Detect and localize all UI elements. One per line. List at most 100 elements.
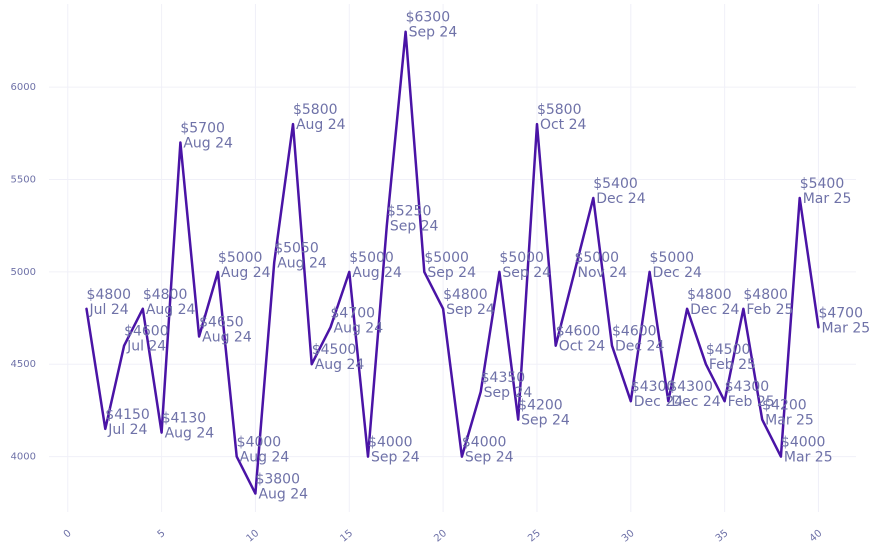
data-label-date: Aug 24 [221,265,271,281]
data-label-price: $4600 [124,324,169,340]
data-label-price: $4700 [818,305,863,321]
data-label-price: $4700 [331,305,376,321]
data-label-date: Aug 24 [352,265,402,281]
data-label-price: $4000 [462,435,507,451]
data-label-date: Jul 24 [107,422,147,438]
data-label-date: Mar 25 [765,413,814,429]
data-label-date: Feb 25 [728,394,775,410]
data-label-price: $4300 [631,379,676,395]
data-label-date: Sep 24 [446,302,495,318]
data-label-price: $4000 [368,435,413,451]
data-label-price: $5000 [424,250,469,266]
x-tick-label: 5 [156,528,168,541]
data-label-date: Jul 24 [126,339,166,355]
data-label-price: $5400 [593,176,638,192]
data-label-date: Oct 24 [559,339,606,355]
data-label-date: Sep 24 [427,265,476,281]
data-label-price: $4350 [481,370,526,386]
data-label-price: $4000 [237,435,282,451]
data-label-date: Dec 24 [653,265,702,281]
x-tick-label: 40 [808,528,825,545]
x-tick-label: 10 [245,528,262,545]
data-label-price: $4000 [781,435,826,451]
data-label-price: $5000 [650,250,695,266]
data-label-date: Sep 24 [390,219,439,235]
x-tick-label: 0 [62,528,74,541]
data-label-date: Aug 24 [315,357,365,373]
data-label-date: Sep 24 [371,450,420,466]
data-label-date: Feb 25 [746,302,793,318]
data-label-date: Aug 24 [334,320,384,336]
data-label-date: Aug 24 [240,450,290,466]
data-label-date: Sep 24 [521,413,570,429]
data-label-date: Aug 24 [183,136,233,152]
y-tick-label: 5000 [11,267,36,278]
grid-layer [49,4,856,512]
data-label-date: Dec 24 [671,394,720,410]
price-line [85,30,820,495]
y-tick-label: 6000 [11,82,36,93]
data-label-date: Dec 24 [596,191,645,207]
data-label-date: Sep 24 [502,265,551,281]
x-tick-label: 15 [338,528,355,545]
data-label-date: Aug 24 [296,117,346,133]
data-label-date: Sep 24 [465,450,514,466]
y-tick-label: 4000 [11,452,36,463]
data-label-price: $4500 [312,342,357,358]
data-label-price: $4600 [612,324,657,340]
data-label-date: Oct 24 [540,117,587,133]
y-tick-label: 5500 [11,174,36,185]
data-label-date: Mar 25 [821,320,870,336]
data-label-price: $5000 [349,250,394,266]
data-label-price: $5250 [387,204,432,220]
data-label-date: Aug 24 [202,330,252,346]
data-label-price: $4130 [162,411,207,427]
data-label-date: Aug 24 [277,256,327,272]
data-label-price: $4800 [143,287,188,303]
data-label-price: $5700 [180,121,225,137]
data-label-date: Aug 24 [258,487,308,503]
x-tick-label: 30 [620,528,637,545]
data-label-price: $5800 [537,102,582,118]
data-label-price: $5000 [574,250,619,266]
data-label-price: $4300 [725,379,770,395]
data-label-price: $4800 [743,287,788,303]
data-label-price: $4800 [443,287,488,303]
data-label-date: Sep 24 [484,385,533,401]
data-label-price: $5000 [499,250,544,266]
data-label-price: $4200 [762,398,807,414]
data-label-price: $6300 [406,10,451,26]
data-label-price: $5400 [800,176,845,192]
data-label-date: Sep 24 [409,25,458,41]
data-label-date: Dec 24 [615,339,664,355]
data-label-date: Mar 25 [784,450,833,466]
x-tick-label: 20 [432,528,449,545]
